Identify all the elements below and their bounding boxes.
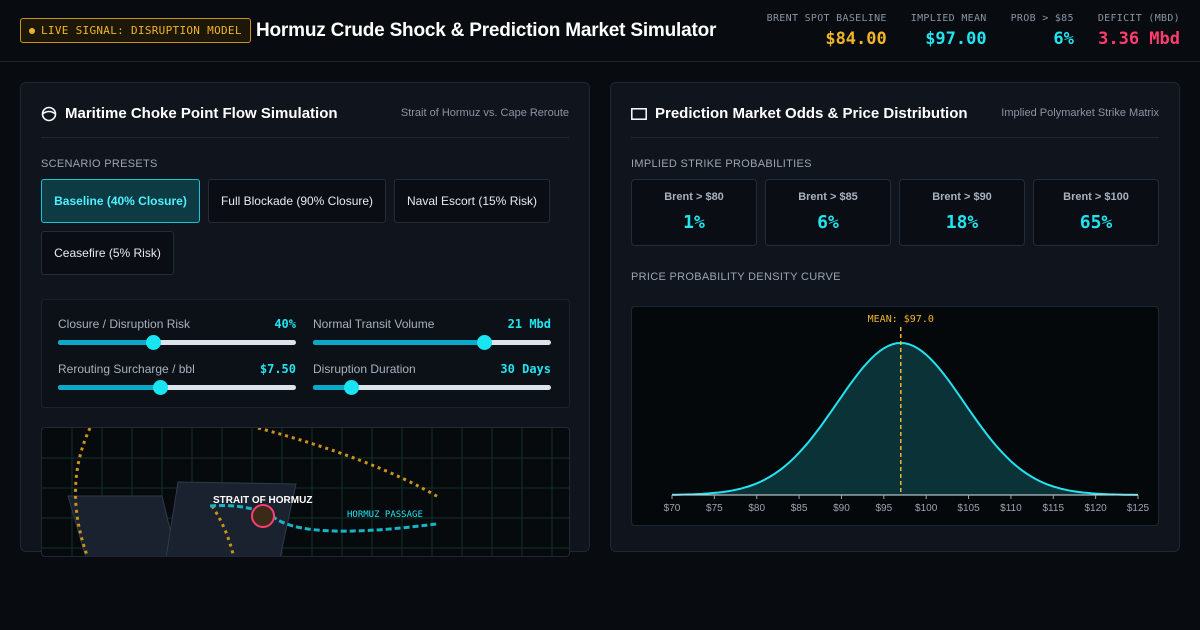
slider-thumb[interactable] [477,335,493,350]
density-line [671,341,1139,496]
panel-header: Maritime Choke Point Flow Simulation Str… [41,103,569,138]
kpi-value: 6% [1053,29,1074,49]
kpi-strip: BRENT SPOT BASELINE $84.00 IMPLIED MEAN … [767,13,1180,49]
panel-header: Prediction Market Odds & Price Distribut… [631,103,1159,138]
landmass-oman [165,481,297,556]
preset-ceasefire-button[interactable]: Ceasefire (5% Risk) [41,231,174,275]
live-signal-label: LIVE SIGNAL: DISRUPTION MODEL [41,24,242,37]
reroute-path-north [257,428,441,500]
preset-baseline-button[interactable]: Baseline (40% Closure) [41,179,200,223]
presets-label: SCENARIO PRESETS [41,158,158,170]
flow-simulation-panel: Maritime Choke Point Flow Simulation Str… [20,82,590,557]
curve-label: PRICE PROBABILITY DENSITY CURVE [631,271,841,283]
slider-track[interactable] [313,380,551,395]
strike-label: Brent > $90 [932,191,992,203]
preset-naval-escort-button[interactable]: Naval Escort (15% Risk) [394,179,550,223]
strike-card: Brent > $90 18% [899,179,1025,246]
slider-value: $7.50 [259,362,296,376]
parameter-sliders: Closure / Disruption Risk 40% Normal Tra… [41,299,570,408]
hormuz-passage-path [209,504,437,533]
app-title: Hormuz Crude Shock & Prediction Market S… [256,20,717,41]
strike-value: 65% [1079,212,1113,233]
panel-subtitle: Strait of Hormuz vs. Cape Reroute [400,107,569,119]
density-chart: $70 $75 $80 $85 $90 $95 $100 $105 $110 $115 $120 $1… [631,306,1159,526]
flow-map: STRAIT OF HORMUZ HORMUZ PASSAGE [41,427,570,557]
slider-thumb[interactable] [146,335,162,350]
strait-label: STRAIT OF HORMUZ [213,495,312,506]
kpi-value: $97.00 [925,29,987,49]
strait-marker-icon[interactable] [251,504,275,528]
strikes-label: IMPLIED STRIKE PROBABILITIES [631,158,812,170]
x-tick-label: $110 [1000,503,1022,514]
x-tick-label: $85 [791,503,808,514]
kpi-value: $84.00 [825,29,887,49]
panel-title-text: Prediction Market Odds & Price Distribut… [655,105,968,122]
strike-card: Brent > $80 1% [631,179,757,246]
x-tick-label: $95 [875,503,892,514]
prediction-market-panel: Prediction Market Odds & Price Distribut… [610,82,1180,552]
slider-value: 30 Days [500,362,551,376]
density-area [672,343,1138,495]
panel-title-text: Maritime Choke Point Flow Simulation [65,105,338,122]
slider-value: 21 Mbd [507,317,551,331]
slider-thumb[interactable] [344,380,360,395]
slider-track[interactable] [58,380,296,395]
globe-icon [41,106,57,121]
panel-title: Maritime Choke Point Flow Simulation [41,105,338,122]
kpi-deficit: DEFICIT (MBD) 3.36 Mbd [1098,13,1180,49]
slider-label: Closure / Disruption Risk [58,317,191,331]
live-signal-badge: LIVE SIGNAL: DISRUPTION MODEL [20,18,251,43]
kpi-brent-baseline: BRENT SPOT BASELINE $84.00 [767,13,887,49]
density-chart-svg: $70 $75 $80 $85 $90 $95 $100 $105 $110 $115 $120 $1… [664,314,1150,514]
slider-track[interactable] [58,335,296,350]
x-tick-label: $115 [1043,503,1065,514]
x-tick-label: $125 [1127,503,1150,514]
strike-value: 1% [683,212,705,233]
kpi-value: 3.36 Mbd [1098,29,1180,49]
x-tick-label: $75 [706,503,723,514]
strike-value: 18% [945,212,979,233]
strike-card: Brent > $85 6% [765,179,891,246]
kpi-prob-above-85: PROB > $85 6% [1011,13,1074,49]
preset-full-blockade-button[interactable]: Full Blockade (90% Closure) [208,179,386,223]
x-tick-label: $105 [957,503,980,514]
kpi-label: IMPLIED MEAN [910,13,987,24]
slider-label: Disruption Duration [313,362,416,376]
strike-card: Brent > $100 65% [1033,179,1159,246]
slider-value: 40% [274,317,296,331]
slider-label: Normal Transit Volume [313,317,435,331]
flow-map-canvas: STRAIT OF HORMUZ HORMUZ PASSAGE [42,428,569,556]
cape-reroute-path [74,428,92,556]
reroute-path-south [210,505,236,556]
x-tick-label: $80 [748,503,765,514]
kpi-label: BRENT SPOT BASELINE [766,13,887,24]
slider-label: Rerouting Surcharge / bbl [58,362,195,376]
kpi-label: DEFICIT (MBD) [1097,13,1180,24]
passage-label: HORMUZ PASSAGE [347,510,423,520]
strike-value: 6% [817,212,839,233]
mean-annotation: MEAN: $97.0 [868,314,934,325]
slider-track[interactable] [313,335,551,350]
strike-label: Brent > $85 [798,191,858,203]
x-tick-label: $90 [833,503,850,514]
x-tick-label: $120 [1085,503,1108,514]
landmass-arabia [67,495,178,556]
slider-thumb[interactable] [153,380,169,395]
window-icon [631,107,647,120]
kpi-implied-mean: IMPLIED MEAN $97.00 [911,13,987,49]
x-tick-label: $100 [915,503,938,514]
top-bar: LIVE SIGNAL: DISRUPTION MODEL Hormuz Cru… [0,0,1200,62]
strike-label: Brent > $100 [1063,191,1129,203]
strike-label: Brent > $80 [664,191,724,203]
live-indicator-icon [29,27,35,34]
kpi-label: PROB > $85 [1010,13,1074,24]
x-tick-label: $70 [664,503,681,514]
panel-subtitle: Implied Polymarket Strike Matrix [1001,107,1159,119]
panel-title: Prediction Market Odds & Price Distribut… [631,105,968,122]
